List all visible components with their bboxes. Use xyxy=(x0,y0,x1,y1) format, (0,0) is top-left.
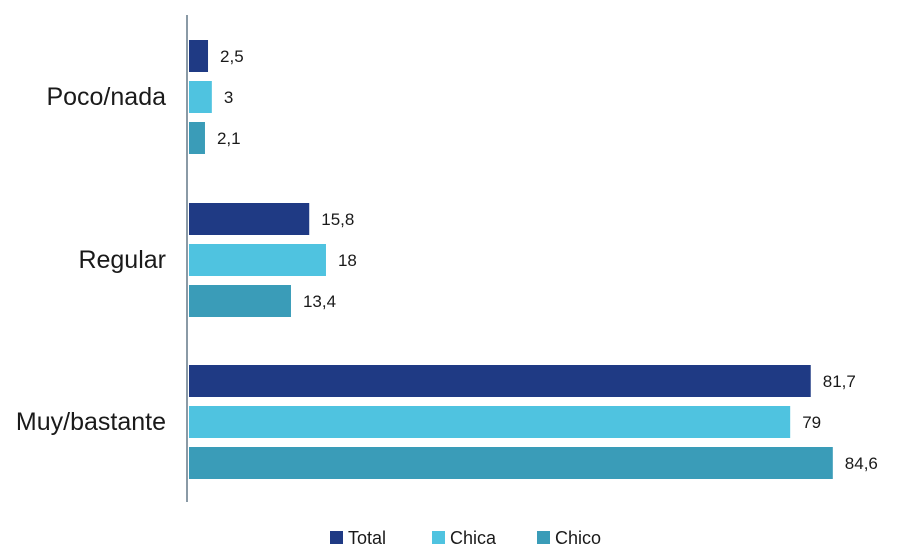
bar-chica-0 xyxy=(189,81,212,113)
legend-swatch-chica xyxy=(432,531,445,544)
value-label: 84,6 xyxy=(845,454,878,473)
category-label: Poco/nada xyxy=(46,83,166,111)
value-label: 18 xyxy=(338,251,357,270)
bar-total-0 xyxy=(189,40,209,72)
value-label: 2,5 xyxy=(220,47,244,66)
value-label: 15,8 xyxy=(321,210,354,229)
legend: Total Chica Chico xyxy=(330,528,601,548)
legend-label: Chico xyxy=(555,528,601,548)
category-label: Muy/bastante xyxy=(16,408,166,436)
bar-chica-1 xyxy=(189,244,326,276)
legend-swatch-total xyxy=(330,531,343,544)
bar-chica-2 xyxy=(189,406,791,438)
bars-group: 2,5 3 2,1 15,8 18 13,4 81,7 79 84,6 xyxy=(189,40,878,479)
bar-total-2 xyxy=(189,365,811,397)
value-label: 2,1 xyxy=(217,129,241,148)
legend-swatch-chico xyxy=(537,531,550,544)
value-label: 79 xyxy=(802,413,821,432)
bar-chico-1 xyxy=(189,285,291,317)
category-labels: Poco/nada Regular Muy/bastante xyxy=(16,83,166,436)
bar-chico-0 xyxy=(189,122,205,154)
value-label: 3 xyxy=(224,88,233,107)
bar-total-1 xyxy=(189,203,310,235)
legend-label: Chica xyxy=(450,528,497,548)
legend-label: Total xyxy=(348,528,386,548)
value-label: 13,4 xyxy=(303,292,336,311)
bar-chico-2 xyxy=(189,447,833,479)
category-label: Regular xyxy=(78,246,166,274)
value-label: 81,7 xyxy=(823,372,856,391)
